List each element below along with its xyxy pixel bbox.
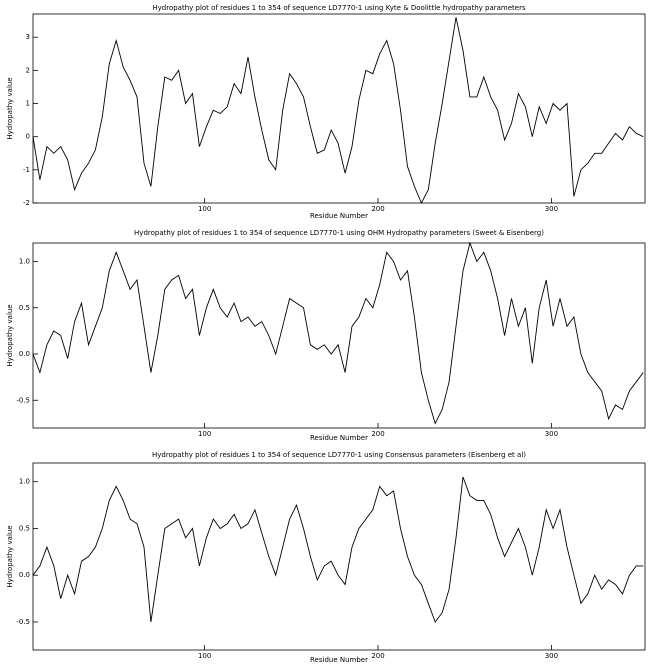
y-tick-label: 1.0 — [19, 258, 30, 266]
y-axis-label: Hydropathy value — [6, 77, 14, 139]
y-tick-label: -2 — [23, 199, 30, 207]
y-tick-label: -1 — [23, 166, 30, 174]
chart-title: Hydropathy plot of residues 1 to 354 of … — [134, 229, 544, 237]
x-tick-label: 300 — [545, 205, 558, 213]
y-tick-label: 1.0 — [19, 478, 30, 486]
plot-frame — [32, 13, 646, 204]
plot-frame — [32, 242, 646, 429]
x-tick-label: 100 — [198, 205, 211, 213]
y-tick-label: -0.5 — [16, 618, 30, 626]
x-tick-label: 100 — [198, 430, 211, 438]
y-tick-label: 1 — [26, 100, 30, 108]
x-tick-label: 200 — [371, 430, 384, 438]
y-tick-label: 0 — [26, 133, 30, 141]
x-tick-label: 200 — [371, 205, 384, 213]
x-tick-label: 300 — [545, 652, 558, 660]
y-tick-label: 0.0 — [19, 571, 30, 579]
x-tick-label: 200 — [371, 652, 384, 660]
y-tick-label: 2 — [26, 66, 30, 74]
x-tick-label: 300 — [545, 430, 558, 438]
hydropathy-line — [32, 241, 644, 425]
x-tick-label: 100 — [198, 652, 211, 660]
hydropathy-line — [32, 17, 644, 205]
y-tick-label: 0.5 — [19, 524, 30, 532]
y-tick-label: 0.5 — [19, 304, 30, 312]
chart-title: Hydropathy plot of residues 1 to 354 of … — [152, 4, 526, 12]
x-axis-label: Residue Number — [310, 434, 368, 442]
chart-title: Hydropathy plot of residues 1 to 354 of … — [152, 451, 526, 459]
x-axis-label: Residue Number — [310, 656, 368, 664]
y-axis-label: Hydropathy value — [6, 525, 14, 587]
plot-frame — [32, 462, 646, 651]
y-tick-label: 0.0 — [19, 350, 30, 358]
y-tick-label: 3 — [26, 33, 30, 41]
x-axis-label: Residue Number — [310, 212, 368, 220]
y-tick-label: -0.5 — [16, 396, 30, 404]
hydropathy-line — [32, 476, 644, 623]
y-axis-label: Hydropathy value — [6, 304, 14, 366]
